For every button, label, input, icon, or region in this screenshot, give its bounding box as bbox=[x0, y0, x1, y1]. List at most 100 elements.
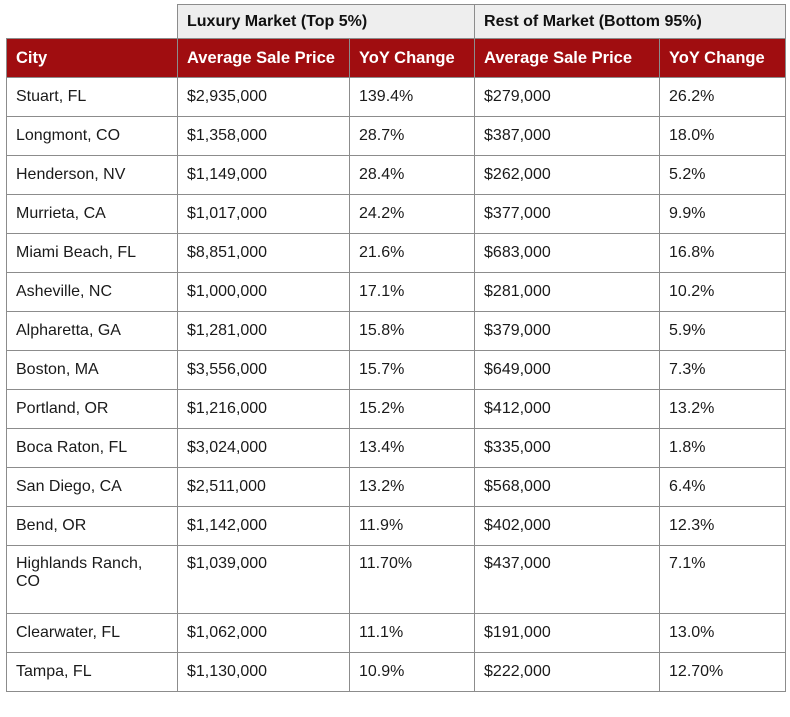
table-row: Boston, MA $3,556,000 15.7% $649,000 7.3% bbox=[6, 350, 787, 390]
luxury-price-cell: $1,358,000 bbox=[177, 116, 350, 156]
rest-yoy-cell: 13.2% bbox=[659, 389, 787, 429]
luxury-yoy-cell: 11.70% bbox=[348, 545, 476, 614]
rest-price-cell: $412,000 bbox=[474, 389, 661, 429]
luxury-yoy-cell: 24.2% bbox=[348, 194, 476, 234]
luxury-price-cell: $1,281,000 bbox=[177, 311, 350, 351]
rest-price-cell: $279,000 bbox=[474, 77, 661, 117]
luxury-price-cell: $1,142,000 bbox=[177, 506, 350, 546]
city-cell: Stuart, FL bbox=[6, 77, 178, 117]
column-header-rest-price: Average Sale Price bbox=[474, 38, 661, 78]
group-header-luxury: Luxury Market (Top 5%) bbox=[176, 4, 476, 39]
table-row: Asheville, NC $1,000,000 17.1% $281,000 10.2… bbox=[6, 272, 787, 312]
city-cell: Highlands Ranch, CO bbox=[6, 545, 178, 614]
luxury-yoy-cell: 13.4% bbox=[348, 428, 476, 468]
table-row: Stuart, FL $2,935,000 139.4% $279,000 26.2% bbox=[6, 77, 787, 117]
table-body: Stuart, FL $2,935,000 139.4% $279,000 26.2% L… bbox=[6, 77, 787, 692]
column-header-city: City bbox=[6, 38, 178, 78]
city-cell: Bend, OR bbox=[6, 506, 178, 546]
table-row: Murrieta, CA $1,017,000 24.2% $377,000 9.9% bbox=[6, 194, 787, 234]
table-row: Bend, OR $1,142,000 11.9% $402,000 12.3% bbox=[6, 506, 787, 546]
luxury-price-cell: $2,935,000 bbox=[177, 77, 350, 117]
luxury-yoy-cell: 15.8% bbox=[348, 311, 476, 351]
luxury-price-cell: $3,556,000 bbox=[177, 350, 350, 390]
city-cell: Clearwater, FL bbox=[6, 613, 178, 653]
rest-yoy-cell: 18.0% bbox=[659, 116, 787, 156]
luxury-price-cell: $3,024,000 bbox=[177, 428, 350, 468]
luxury-yoy-cell: 28.7% bbox=[348, 116, 476, 156]
table-row: Clearwater, FL $1,062,000 11.1% $191,000 13.… bbox=[6, 613, 787, 653]
rest-yoy-cell: 12.3% bbox=[659, 506, 787, 546]
city-cell: Boston, MA bbox=[6, 350, 178, 390]
luxury-yoy-cell: 139.4% bbox=[348, 77, 476, 117]
rest-price-cell: $191,000 bbox=[474, 613, 661, 653]
group-header-row: Luxury Market (Top 5%) Rest of Market (B… bbox=[6, 4, 787, 39]
city-cell: Longmont, CO bbox=[6, 116, 178, 156]
rest-price-cell: $262,000 bbox=[474, 155, 661, 195]
luxury-yoy-cell: 11.1% bbox=[348, 613, 476, 653]
luxury-price-cell: $1,039,000 bbox=[177, 545, 350, 614]
city-cell: Murrieta, CA bbox=[6, 194, 178, 234]
rest-yoy-cell: 12.70% bbox=[659, 652, 787, 692]
rest-yoy-cell: 9.9% bbox=[659, 194, 787, 234]
table-row: Boca Raton, FL $3,024,000 13.4% $335,000 1.8… bbox=[6, 428, 787, 468]
column-header-rest-yoy: YoY Change bbox=[659, 38, 787, 78]
table-row: San Diego, CA $2,511,000 13.2% $568,000 6.4% bbox=[6, 467, 787, 507]
rest-yoy-cell: 5.9% bbox=[659, 311, 787, 351]
rest-price-cell: $437,000 bbox=[474, 545, 661, 614]
luxury-yoy-cell: 11.9% bbox=[348, 506, 476, 546]
table-row: Longmont, CO $1,358,000 28.7% $387,000 18.0% bbox=[6, 116, 787, 156]
rest-price-cell: $335,000 bbox=[474, 428, 661, 468]
rest-price-cell: $281,000 bbox=[474, 272, 661, 312]
luxury-price-cell: $1,130,000 bbox=[177, 652, 350, 692]
luxury-price-cell: $1,017,000 bbox=[177, 194, 350, 234]
city-cell: Tampa, FL bbox=[6, 652, 178, 692]
table-row: Henderson, NV $1,149,000 28.4% $262,000 5.2% bbox=[6, 155, 787, 195]
group-header-blank bbox=[6, 4, 178, 39]
rest-price-cell: $568,000 bbox=[474, 467, 661, 507]
luxury-yoy-cell: 28.4% bbox=[348, 155, 476, 195]
rest-yoy-cell: 7.1% bbox=[659, 545, 787, 614]
market-comparison-table: Luxury Market (Top 5%) Rest of Market (B… bbox=[6, 4, 787, 692]
rest-price-cell: $377,000 bbox=[474, 194, 661, 234]
city-cell: Boca Raton, FL bbox=[6, 428, 178, 468]
table-row: Portland, OR $1,216,000 15.2% $412,000 13.2% bbox=[6, 389, 787, 429]
city-cell: San Diego, CA bbox=[6, 467, 178, 507]
luxury-price-cell: $1,149,000 bbox=[177, 155, 350, 195]
city-cell: Henderson, NV bbox=[6, 155, 178, 195]
column-header-row: City Average Sale Price YoY Change Avera… bbox=[6, 38, 787, 78]
rest-price-cell: $379,000 bbox=[474, 311, 661, 351]
rest-price-cell: $387,000 bbox=[474, 116, 661, 156]
rest-yoy-cell: 5.2% bbox=[659, 155, 787, 195]
rest-yoy-cell: 13.0% bbox=[659, 613, 787, 653]
rest-price-cell: $222,000 bbox=[474, 652, 661, 692]
rest-yoy-cell: 7.3% bbox=[659, 350, 787, 390]
luxury-yoy-cell: 10.9% bbox=[348, 652, 476, 692]
table-row: Highlands Ranch, CO $1,039,000 11.70% $437,… bbox=[6, 545, 787, 614]
luxury-price-cell: $2,511,000 bbox=[177, 467, 350, 507]
column-header-luxury-price: Average Sale Price bbox=[177, 38, 350, 78]
city-cell: Asheville, NC bbox=[6, 272, 178, 312]
luxury-price-cell: $8,851,000 bbox=[177, 233, 350, 273]
rest-yoy-cell: 10.2% bbox=[659, 272, 787, 312]
city-cell: Portland, OR bbox=[6, 389, 178, 429]
column-header-luxury-yoy: YoY Change bbox=[348, 38, 476, 78]
luxury-yoy-cell: 13.2% bbox=[348, 467, 476, 507]
luxury-price-cell: $1,000,000 bbox=[177, 272, 350, 312]
luxury-price-cell: $1,216,000 bbox=[177, 389, 350, 429]
group-header-rest: Rest of Market (Bottom 95%) bbox=[474, 4, 787, 39]
luxury-yoy-cell: 15.7% bbox=[348, 350, 476, 390]
luxury-price-cell: $1,062,000 bbox=[177, 613, 350, 653]
rest-yoy-cell: 6.4% bbox=[659, 467, 787, 507]
rest-price-cell: $683,000 bbox=[474, 233, 661, 273]
table-row: Alpharetta, GA $1,281,000 15.8% $379,000 5.9… bbox=[6, 311, 787, 351]
rest-yoy-cell: 16.8% bbox=[659, 233, 787, 273]
rest-yoy-cell: 1.8% bbox=[659, 428, 787, 468]
rest-price-cell: $402,000 bbox=[474, 506, 661, 546]
rest-yoy-cell: 26.2% bbox=[659, 77, 787, 117]
luxury-yoy-cell: 17.1% bbox=[348, 272, 476, 312]
city-cell: Alpharetta, GA bbox=[6, 311, 178, 351]
table-row: Miami Beach, FL $8,851,000 21.6% $683,000 16… bbox=[6, 233, 787, 273]
table-row: Tampa, FL $1,130,000 10.9% $222,000 12.70% bbox=[6, 652, 787, 692]
luxury-yoy-cell: 15.2% bbox=[348, 389, 476, 429]
city-cell: Miami Beach, FL bbox=[6, 233, 178, 273]
